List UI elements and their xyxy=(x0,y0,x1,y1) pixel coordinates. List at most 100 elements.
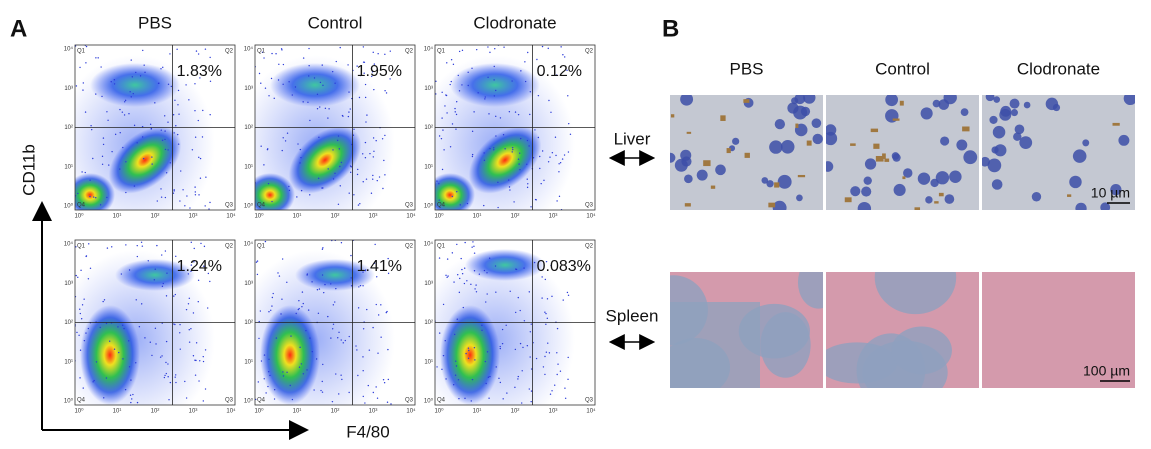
event-dot xyxy=(282,375,285,377)
event-dot xyxy=(362,369,364,372)
quadrant-label: Q1 xyxy=(257,49,266,55)
event-dot xyxy=(209,114,211,116)
population xyxy=(80,305,140,405)
event-dot xyxy=(295,312,297,315)
event-dot xyxy=(562,54,564,56)
event-dot xyxy=(489,147,491,150)
event-dot xyxy=(321,274,324,276)
column-header: Clodronate xyxy=(473,13,556,32)
event-dot xyxy=(280,313,282,315)
percentage: 1.83% xyxy=(177,63,222,80)
event-dot xyxy=(177,89,180,92)
nucleus xyxy=(772,200,787,210)
event-dot xyxy=(567,151,570,153)
nucleus xyxy=(761,177,769,184)
event-dot xyxy=(471,246,473,248)
event-dot xyxy=(179,200,181,202)
event-dot xyxy=(173,189,175,191)
event-dot xyxy=(330,337,332,339)
event-dot xyxy=(365,121,367,123)
percentage: 0.083% xyxy=(537,258,591,275)
event-dot xyxy=(322,247,324,249)
event-dot xyxy=(97,57,99,59)
event-dot xyxy=(557,363,559,365)
quadrant-label: Q1 xyxy=(77,49,86,55)
event-dot xyxy=(188,99,190,101)
event-dot xyxy=(119,132,121,134)
event-dot xyxy=(124,99,127,102)
event-dot xyxy=(318,288,321,290)
x-tick-label: 10³ xyxy=(189,409,198,415)
event-dot xyxy=(566,291,569,294)
event-dot xyxy=(208,208,210,210)
event-dot xyxy=(529,91,532,93)
nucleus xyxy=(893,183,906,197)
event-dot xyxy=(144,337,146,339)
event-dot xyxy=(99,204,102,206)
event-dot xyxy=(543,179,545,182)
event-dot xyxy=(366,308,368,311)
event-dot xyxy=(458,397,460,400)
population xyxy=(435,173,475,210)
quadrant-label: Q4 xyxy=(257,203,266,209)
event-dot xyxy=(526,186,529,189)
event-dot xyxy=(444,339,446,342)
population xyxy=(450,63,540,107)
event-dot xyxy=(169,381,172,384)
quadrant-label: Q2 xyxy=(405,49,414,55)
event-dot xyxy=(356,349,358,351)
event-dot xyxy=(140,241,143,243)
event-dot xyxy=(207,272,210,275)
event-dot xyxy=(337,135,340,137)
event-dot xyxy=(472,241,474,243)
x-tick-label: 10³ xyxy=(549,214,558,220)
event-dot xyxy=(321,248,324,250)
nucleus xyxy=(684,174,693,184)
event-dot xyxy=(350,285,353,287)
nucleus xyxy=(1082,139,1090,147)
event-dot xyxy=(197,119,199,122)
event-dot xyxy=(524,61,526,63)
kupffer-stain xyxy=(806,140,812,146)
event-dot xyxy=(173,295,175,297)
y-tick-label: 10⁴ xyxy=(244,241,254,248)
kupffer-stain xyxy=(899,100,904,106)
event-dot xyxy=(435,93,437,95)
event-dot xyxy=(130,379,132,381)
nucleus xyxy=(826,131,838,146)
event-dot xyxy=(278,63,280,65)
nucleus xyxy=(863,176,872,185)
event-dot xyxy=(95,361,98,363)
event-dot xyxy=(477,92,479,94)
event-dot xyxy=(80,269,82,272)
event-dot xyxy=(455,365,458,367)
event-dot xyxy=(465,352,467,355)
event-dot xyxy=(164,130,166,132)
quadrant-label: Q1 xyxy=(437,49,446,55)
event-dot xyxy=(376,397,379,399)
quadrant-label: Q3 xyxy=(585,203,594,209)
event-dot xyxy=(164,196,167,199)
event-dot xyxy=(339,46,341,49)
event-dot xyxy=(468,349,470,352)
event-dot xyxy=(486,351,489,353)
event-dot xyxy=(551,295,553,298)
event-dot xyxy=(338,393,340,395)
event-dot xyxy=(288,189,291,192)
event-dot xyxy=(357,168,359,171)
event-dot xyxy=(75,246,77,248)
event-dot xyxy=(165,295,168,297)
event-dot xyxy=(356,173,359,176)
y-tick-label: 10⁴ xyxy=(64,241,74,248)
x-tick-label: 10⁴ xyxy=(586,213,596,220)
event-dot xyxy=(484,360,487,363)
event-dot xyxy=(451,123,454,125)
event-dot xyxy=(564,56,566,58)
event-dot xyxy=(499,345,501,348)
event-dot xyxy=(442,354,445,357)
event-dot xyxy=(376,179,378,182)
tissue-bg xyxy=(982,272,1135,388)
event-dot xyxy=(390,403,392,405)
event-dot xyxy=(289,384,291,387)
event-dot xyxy=(362,153,364,155)
